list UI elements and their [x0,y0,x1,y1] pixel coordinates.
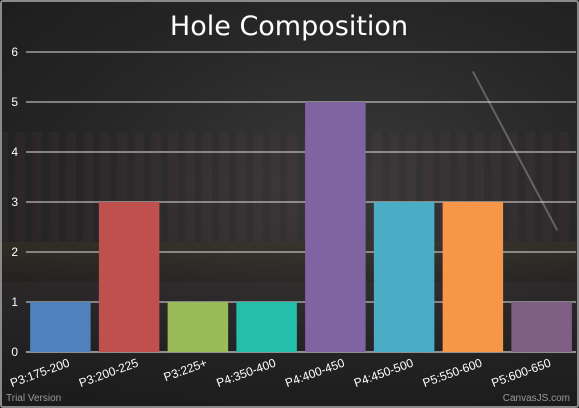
bar-p5-600-650[interactable] [511,302,572,352]
bars [30,102,572,352]
x-tick-label: P4:350-400 [215,356,278,390]
bar-p4-350-400[interactable] [236,302,297,352]
y-axis: 0 1 2 3 4 5 6 [11,45,18,359]
y-tick-label: 2 [11,245,18,259]
y-tick-label: 3 [11,195,18,209]
x-tick-label: P4:450-500 [352,356,415,390]
x-tick-label: P5:600-650 [490,356,553,390]
y-tick-label: 1 [11,295,18,309]
x-tick-label: P3:175-200 [8,356,71,390]
bar-p4-450-500[interactable] [373,202,435,352]
bar-p3-225-[interactable] [167,302,229,352]
x-tick-label: P3:200-225 [77,356,140,390]
bar-p3-175-200[interactable] [30,302,91,352]
y-tick-label: 5 [11,95,18,109]
bar-p4-400-450[interactable] [305,102,366,352]
bar-p3-200-225[interactable] [98,202,160,352]
trial-version-label: Trial Version [6,393,61,404]
bar-p5-550-600[interactable] [442,202,504,352]
x-axis: P3:175-200 P3:200-225 P3:225+ P4:350-400 P4:… [8,356,553,390]
canvasjs-credit-link[interactable]: CanvasJS.com [503,393,570,404]
x-tick-label: P5:550-600 [421,356,484,390]
chart-title: Hole Composition [170,11,408,42]
x-tick-label: P4:400-450 [283,356,346,390]
y-tick-label: 6 [11,45,18,59]
y-tick-label: 4 [11,145,18,159]
x-tick-label: P3:225+ [162,356,209,385]
y-tick-label: 0 [11,345,18,359]
